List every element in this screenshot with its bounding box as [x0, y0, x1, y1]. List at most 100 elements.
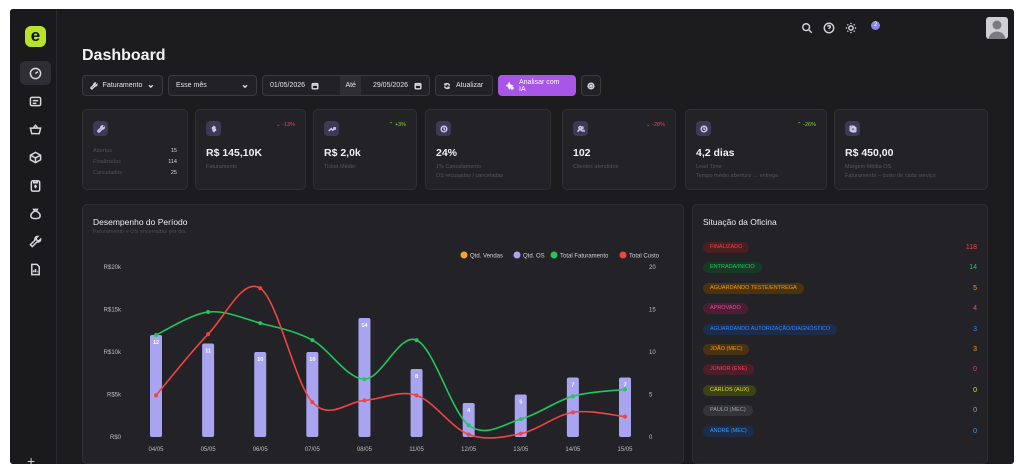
- add-icon[interactable]: +: [27, 453, 36, 464]
- status-count: 0: [973, 386, 977, 394]
- legend-dot: [460, 251, 468, 259]
- status-count: 5: [973, 284, 977, 292]
- legend-dot: [619, 251, 627, 259]
- legend-label: Total Faturamento: [560, 254, 609, 260]
- status-row[interactable]: AGUARDANDO AUTORIZAÇÃO/DIAGNÓSTICO 3: [703, 323, 977, 336]
- analyze-ai-button[interactable]: Analisar com IA: [498, 75, 576, 96]
- y-right-tick-label: 10: [649, 350, 656, 356]
- id-card-icon[interactable]: [20, 89, 51, 113]
- card-subtitle: Lead Time: [696, 164, 722, 170]
- card-value: 4,2 dias: [696, 147, 735, 159]
- line-custo-point: [466, 432, 471, 437]
- card-row-label: Finalizadas: [93, 159, 121, 165]
- y-right-tick-label: 15: [649, 308, 656, 314]
- card-subtitle-secondary: OS recusadas / canceladas: [436, 173, 504, 179]
- notification-icon[interactable]: 2: [871, 21, 880, 30]
- avatar[interactable]: [986, 17, 1008, 39]
- change-value: -28%: [652, 122, 665, 128]
- card-subtitle: Margem Média OS: [845, 164, 892, 170]
- status-row[interactable]: CARLOS (AUX) 0: [703, 384, 977, 397]
- status-row[interactable]: AGUARDANDO TESTE/ENTREGA 5: [703, 282, 977, 295]
- calendar-icon: [414, 82, 422, 90]
- status-badge: JOÃO (MEC): [703, 344, 750, 355]
- line-custo: [155, 285, 626, 439]
- card-margin: R$ 450,00 Margem Média OS Faturamento − …: [834, 109, 988, 190]
- wrench-icon: [90, 81, 98, 90]
- bar-os: [150, 335, 162, 437]
- status-row[interactable]: JÚNIOR (ENE) 0: [703, 364, 977, 376]
- status-badge: FINALIZADO: [703, 242, 750, 253]
- situation-panel: Situação da Oficina FINALIZADO 118 ENTRADA…: [692, 204, 988, 464]
- line-faturamento-point: [466, 423, 471, 428]
- status-badge: AGUARDANDO TESTE/ENTREGA: [703, 282, 804, 294]
- metric-select[interactable]: Faturamento: [82, 75, 163, 96]
- line-custo-point: [414, 393, 419, 398]
- search-icon[interactable]: [801, 21, 813, 35]
- line-custo-point: [518, 431, 523, 436]
- line-faturamento-point: [623, 387, 627, 392]
- status-row[interactable]: JOÃO (MEC) 3: [703, 344, 977, 356]
- brand-logo[interactable]: e: [25, 26, 46, 47]
- date-to-value: 29/05/2026: [372, 82, 408, 89]
- status-badge: AGUARDANDO AUTORIZAÇÃO/DIAGNÓSTICO: [703, 323, 838, 335]
- sidebar: e +: [10, 9, 57, 464]
- dashboard-icon[interactable]: [20, 61, 51, 85]
- change-badge: ⌃ -26%: [797, 122, 816, 128]
- status-badge: JÚNIOR (ENE): [703, 364, 754, 376]
- status-row[interactable]: PAULO (MEC) 0: [703, 405, 977, 417]
- basket-icon[interactable]: [20, 117, 51, 141]
- card-value: R$ 145,10K: [206, 147, 263, 159]
- line-custo-point: [310, 400, 315, 405]
- wrench-icon[interactable]: [20, 229, 51, 253]
- y-left-tick-label: R$20k: [104, 265, 122, 271]
- card-value: R$ 2,0k: [324, 147, 361, 159]
- y-left-tick-label: R$15k: [104, 308, 122, 314]
- help-icon[interactable]: [823, 21, 835, 35]
- status-row[interactable]: ENTRADA/INICIO 14: [703, 262, 977, 274]
- status-row[interactable]: ANDRÉ (MEC) 0: [703, 425, 977, 438]
- card-value: 102: [573, 147, 591, 159]
- change-badge: ⌃ +3%: [388, 122, 406, 128]
- settings-button[interactable]: [581, 75, 601, 96]
- line-faturamento-point: [570, 394, 575, 399]
- line-faturamento-point: [518, 417, 523, 422]
- status-count: 3: [973, 346, 977, 353]
- bar-value-label: 8: [415, 374, 418, 380]
- period-select[interactable]: Esse mês: [168, 75, 257, 96]
- metric-select-label: Faturamento: [102, 82, 143, 89]
- card-row-value: 114: [168, 159, 177, 165]
- card-subtitle-secondary: Tempo médio abertura → entrega: [696, 173, 779, 179]
- date-to-input[interactable]: 29/05/2026: [366, 82, 429, 90]
- bar-value-label: 11: [205, 349, 211, 355]
- date-range: 01/05/2026 Até 29/05/2026: [262, 75, 430, 96]
- change-badge: ⌄ -28%: [646, 122, 665, 128]
- card-row-value: 25: [170, 170, 177, 176]
- theme-icon[interactable]: [845, 21, 857, 35]
- line-faturamento-point: [414, 338, 419, 343]
- refresh-button[interactable]: Atualizar: [435, 75, 493, 96]
- report-icon[interactable]: [20, 257, 51, 281]
- bar-value-label: 7: [571, 383, 574, 389]
- status-row[interactable]: APROVADO 4: [703, 303, 977, 315]
- refresh-button-label: Atualizar: [456, 82, 484, 89]
- date-from-input[interactable]: 01/05/2026: [263, 82, 335, 90]
- line-faturamento-point: [258, 321, 263, 326]
- status-row[interactable]: FINALIZADO 118: [703, 242, 977, 254]
- line-faturamento-point: [362, 377, 367, 382]
- line-faturamento-point: [154, 333, 158, 337]
- line-custo-point: [154, 393, 158, 398]
- x-tick-label: 05/05: [201, 447, 217, 453]
- x-tick-label: 08/05: [357, 447, 373, 453]
- status-count: 0: [973, 427, 977, 435]
- x-tick-label: 14/05: [565, 447, 581, 453]
- line-custo-point: [570, 410, 575, 415]
- clipboard-icon[interactable]: [20, 173, 51, 197]
- bar-os: [566, 377, 579, 437]
- users-icon: [573, 121, 588, 136]
- card-value: 24%: [436, 147, 458, 159]
- status-count: 0: [973, 407, 977, 415]
- y-left-tick-label: R$0: [110, 435, 122, 441]
- card-subtitle: 1% Cancelamento: [436, 164, 481, 170]
- box-icon[interactable]: [20, 145, 51, 169]
- moneybag-icon[interactable]: [20, 201, 51, 225]
